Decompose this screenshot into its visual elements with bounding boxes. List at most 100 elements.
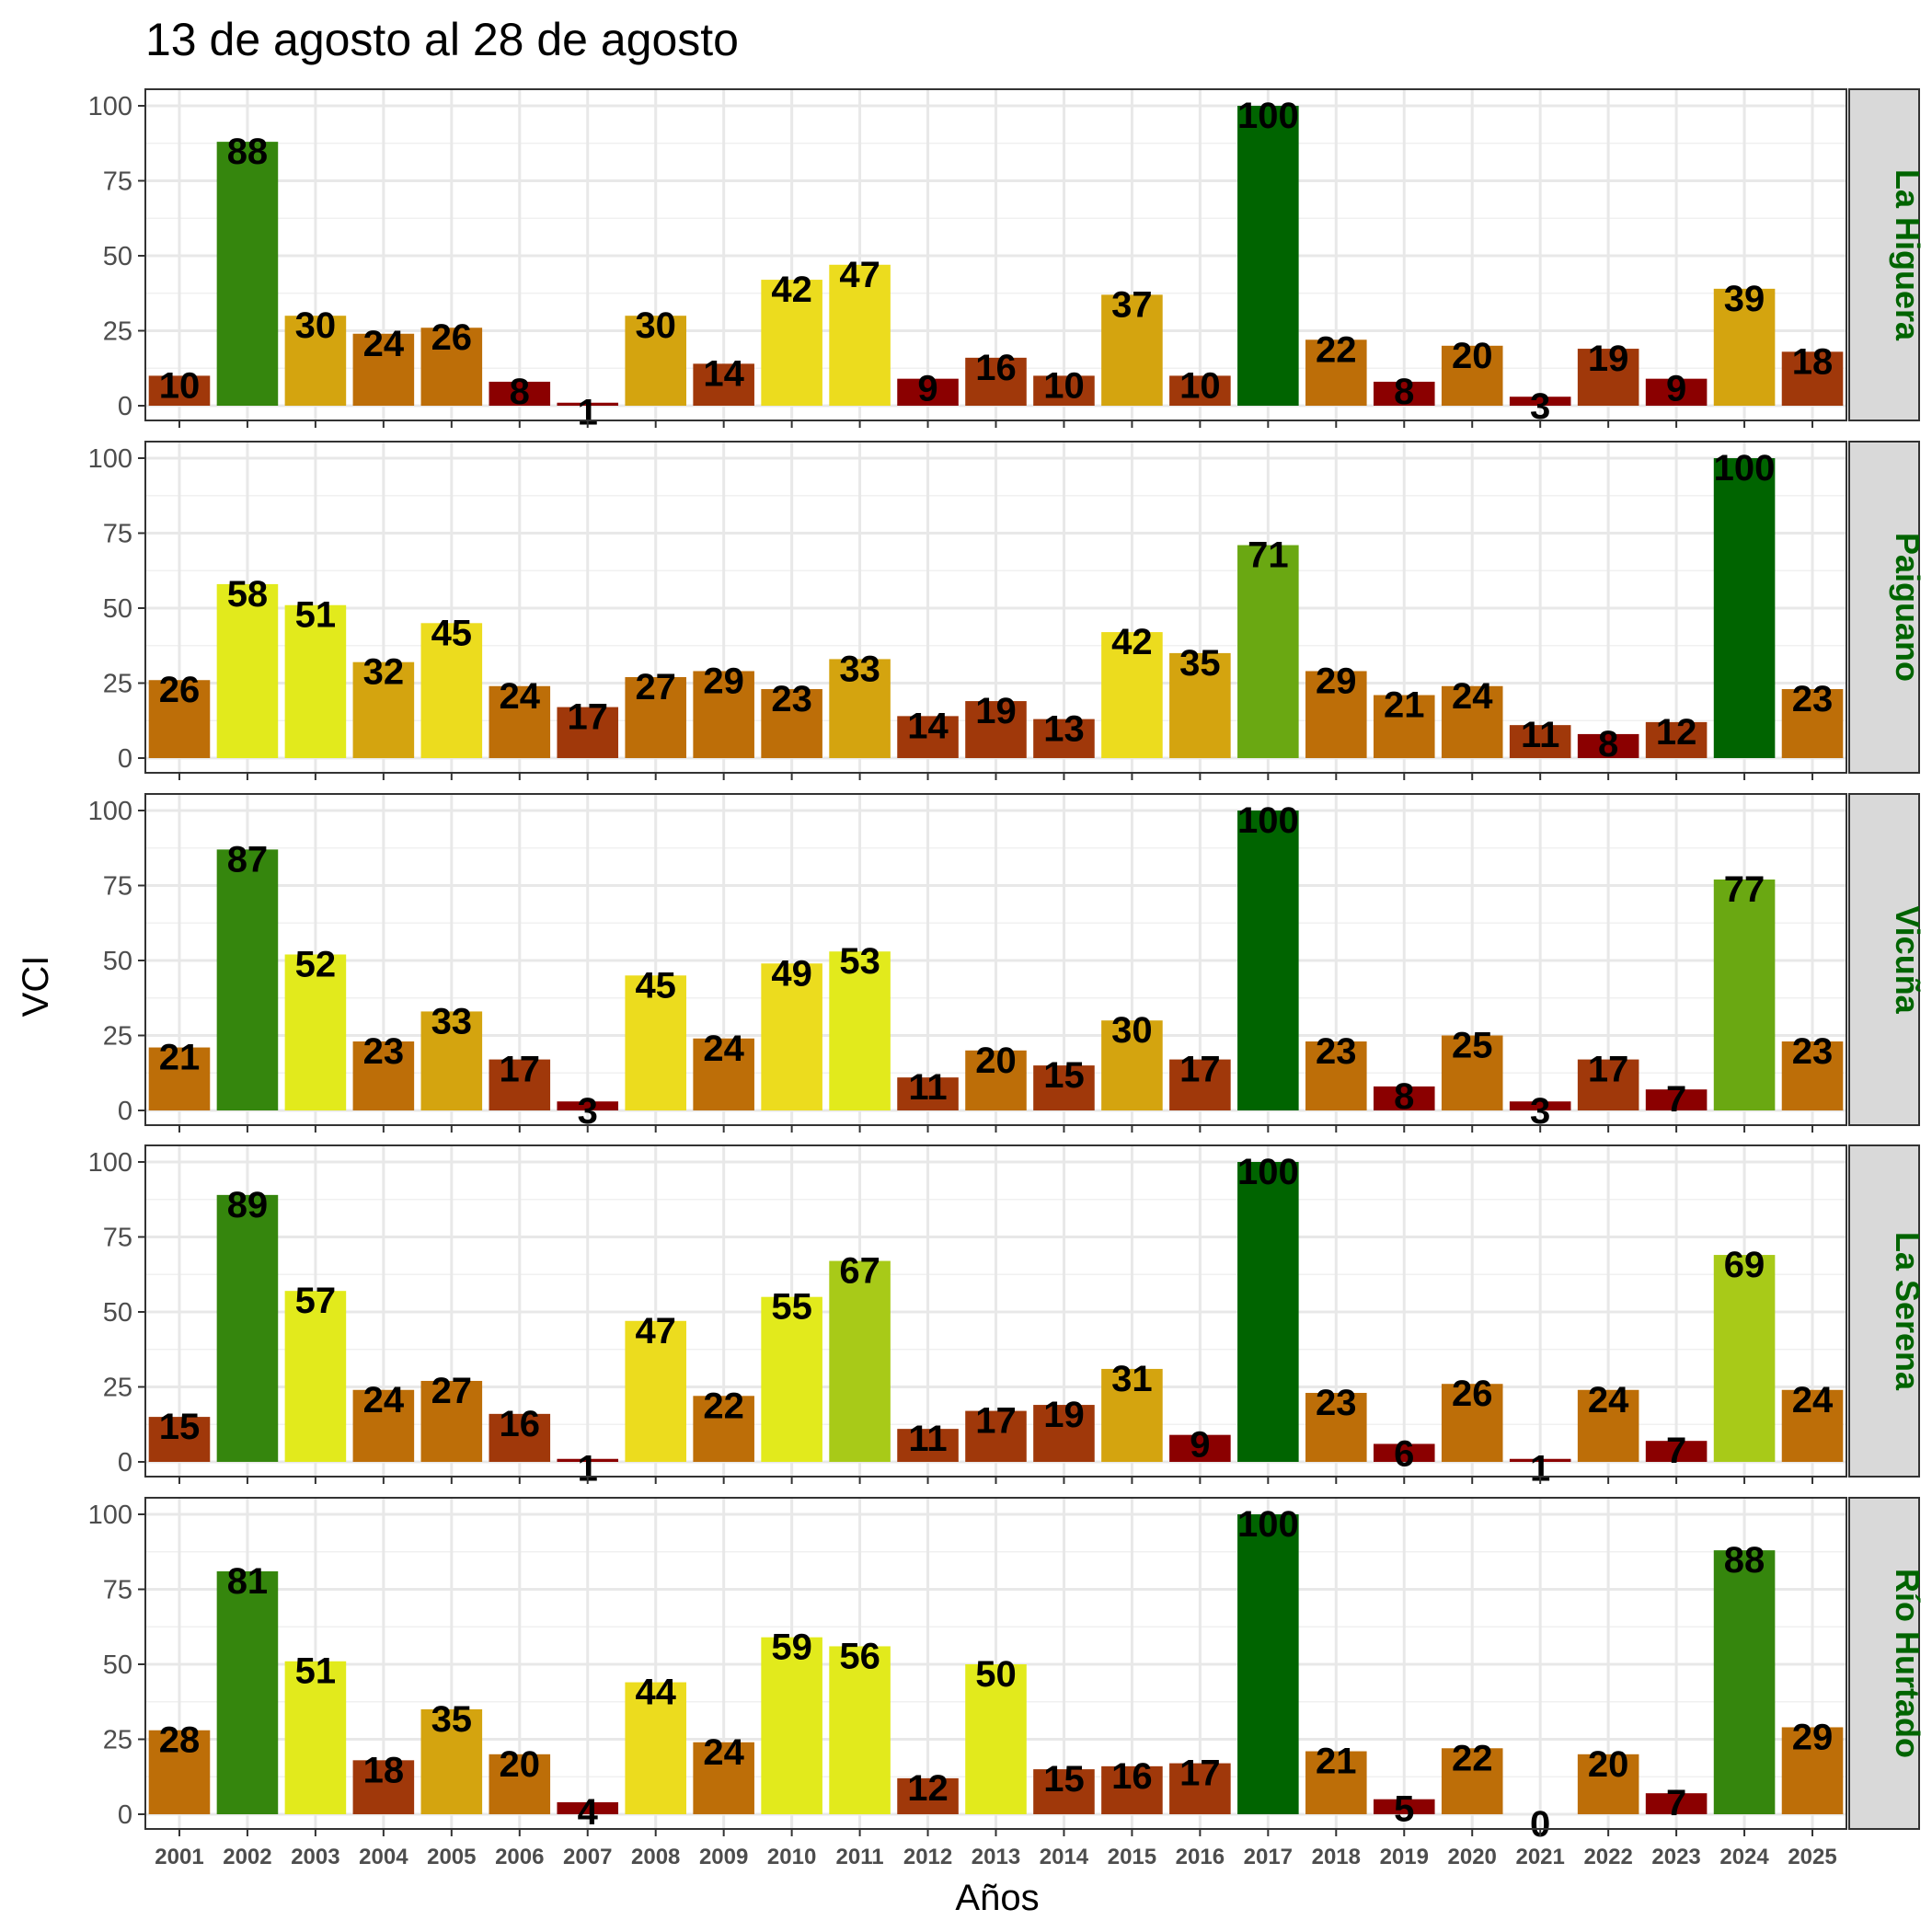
data-label-2015: 37 (1111, 284, 1153, 325)
x-tick-label: 2004 (359, 1845, 408, 1869)
data-label-2001: 10 (159, 365, 201, 406)
data-label-2024: 77 (1724, 869, 1765, 910)
data-label-2002: 58 (227, 574, 269, 615)
bar-2016 (1169, 652, 1231, 758)
bar-2015 (1101, 1020, 1163, 1110)
bar-2002 (216, 849, 279, 1110)
data-label-2023: 7 (1666, 1079, 1686, 1120)
bar-2020 (1441, 1384, 1503, 1462)
data-label-2012: 9 (917, 369, 937, 409)
y-tick-label: 100 (88, 1148, 132, 1178)
bar-2017 (1237, 811, 1299, 1110)
data-label-2005: 26 (431, 317, 473, 358)
data-label-2011: 33 (839, 649, 880, 689)
data-label-2001: 26 (159, 670, 201, 710)
bar-2016 (1169, 1434, 1231, 1462)
data-label-2007: 1 (578, 393, 598, 433)
x-tick-label: 2017 (1244, 1845, 1293, 1869)
bar-2014 (1033, 1065, 1095, 1110)
data-label-2013: 20 (975, 1041, 1017, 1081)
data-label-2012: 12 (907, 1768, 949, 1809)
bar-2002 (216, 142, 279, 406)
bar-2022 (1577, 1389, 1639, 1462)
x-tick-label: 2023 (1651, 1845, 1700, 1869)
data-label-2015: 30 (1111, 1010, 1153, 1051)
y-tick-label: 0 (118, 1097, 132, 1126)
bar-2013 (965, 701, 1027, 758)
bar-2023 (1645, 721, 1708, 758)
data-label-2001: 28 (159, 1720, 201, 1761)
bar-2004 (352, 333, 415, 406)
data-label-2014: 15 (1043, 1055, 1085, 1096)
data-label-2008: 27 (635, 667, 676, 707)
bar-2011 (829, 1646, 891, 1814)
bar-2008 (625, 676, 686, 758)
data-label-2009: 22 (703, 1386, 744, 1426)
x-tick-label: 2013 (972, 1845, 1020, 1869)
bar-2005 (420, 623, 483, 758)
data-label-2009: 14 (703, 353, 744, 394)
data-label-2004: 24 (363, 324, 405, 364)
y-tick-label: 0 (118, 392, 132, 421)
data-label-2019: 6 (1394, 1433, 1414, 1474)
data-label-2023: 9 (1666, 369, 1686, 409)
y-tick-label: 25 (103, 1726, 132, 1755)
data-label-2025: 18 (1792, 341, 1834, 382)
bar-2013 (965, 1050, 1027, 1110)
data-label-2010: 55 (771, 1287, 812, 1328)
data-label-2020: 20 (1452, 336, 1493, 376)
bar-2022 (1577, 349, 1639, 406)
bar-2003 (284, 604, 347, 758)
bar-2015 (1101, 294, 1163, 406)
bar-2019 (1373, 1086, 1435, 1110)
data-label-2017: 100 (1237, 96, 1299, 136)
bar-2005 (420, 328, 483, 406)
data-label-2003: 52 (295, 944, 337, 984)
panel-paiguano: 0 25 50 75 100 26 58 51 32 45 24 17 27 29 23 33 14 19 13 42… (88, 441, 1926, 780)
data-label-2016: 9 (1190, 1425, 1210, 1466)
y-tick-label: 100 (88, 797, 132, 826)
data-label-2023: 7 (1666, 1783, 1686, 1823)
data-label-2020: 26 (1452, 1374, 1493, 1414)
bar-2020 (1441, 1035, 1503, 1110)
facet-strip-label: Río Hurtado (1889, 1569, 1926, 1758)
facet-strip (1848, 1497, 1920, 1830)
data-label-2015: 16 (1111, 1756, 1153, 1797)
data-label-2014: 19 (1043, 1395, 1085, 1435)
bar-2011 (829, 1260, 891, 1462)
data-label-2025: 29 (1792, 1717, 1834, 1757)
data-label-2019: 8 (1394, 372, 1414, 412)
facet-strip-label: La Higuera (1889, 169, 1926, 341)
data-label-2024: 39 (1724, 279, 1765, 319)
y-tick-label: 25 (103, 1022, 132, 1052)
bar-2019 (1373, 695, 1435, 758)
data-label-2024: 88 (1724, 1540, 1765, 1581)
data-label-2020: 22 (1452, 1738, 1493, 1778)
bar-2007 (557, 707, 619, 758)
bar-2001 (148, 1730, 211, 1814)
x-tick-label: 2003 (291, 1845, 339, 1869)
bar-2009 (693, 1742, 754, 1814)
data-label-2016: 10 (1179, 365, 1221, 406)
bar-2008 (625, 1320, 686, 1462)
data-label-2025: 23 (1792, 679, 1834, 719)
data-label-2017: 100 (1237, 800, 1299, 841)
bar-2009 (693, 363, 754, 406)
data-label-2010: 42 (771, 270, 812, 310)
data-label-2021: 0 (1530, 1804, 1550, 1845)
data-label-2001: 21 (159, 1038, 201, 1078)
bar-2017 (1237, 106, 1299, 406)
bar-2007 (557, 1801, 619, 1814)
data-label-2008: 30 (635, 305, 676, 346)
data-label-2008: 45 (635, 965, 676, 1006)
data-label-2004: 24 (363, 1380, 405, 1420)
bar-2019 (1373, 1443, 1435, 1462)
data-label-2022: 20 (1588, 1744, 1629, 1785)
data-label-2006: 16 (500, 1404, 541, 1444)
bar-2017 (1237, 545, 1299, 758)
data-label-2020: 25 (1452, 1026, 1493, 1066)
data-label-2011: 67 (839, 1251, 880, 1292)
data-label-2016: 17 (1179, 1050, 1221, 1090)
bar-2019 (1373, 1799, 1435, 1814)
data-label-2008: 47 (635, 1311, 676, 1351)
